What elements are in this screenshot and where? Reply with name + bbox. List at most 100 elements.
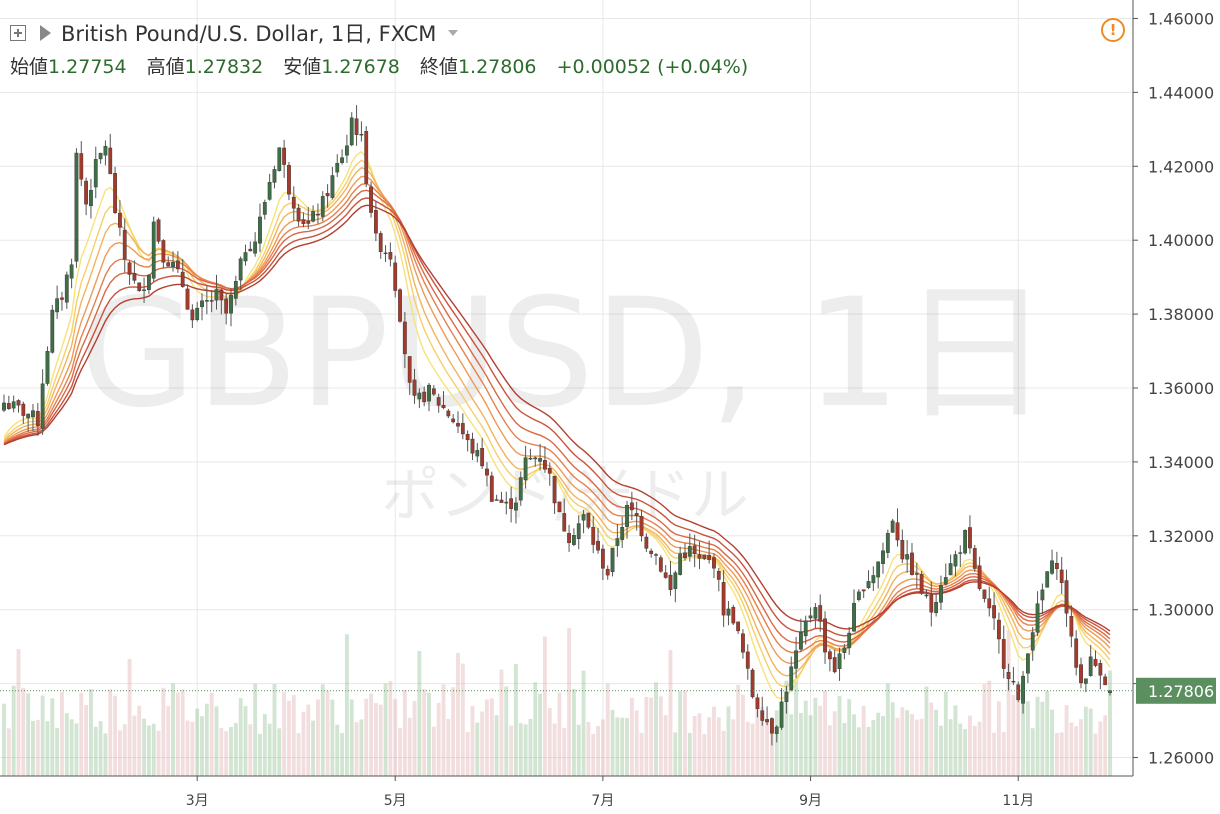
candle xyxy=(156,219,161,242)
candle xyxy=(629,502,634,511)
candle xyxy=(142,289,146,291)
volume-bar xyxy=(1069,722,1074,776)
ma-line xyxy=(3,189,1111,644)
candle xyxy=(64,274,69,303)
symbol-title: British Pound/U.S. Dollar, 1日, FXCM xyxy=(61,22,437,46)
candle xyxy=(11,401,16,409)
candle xyxy=(40,383,45,429)
chevron-down-icon[interactable] xyxy=(448,30,459,36)
volume-bar xyxy=(654,682,658,776)
candle xyxy=(683,552,687,559)
volume-bar xyxy=(451,687,456,776)
y-tick-label: 1.38000 xyxy=(1148,305,1214,324)
candle xyxy=(122,229,127,260)
volume-bar xyxy=(538,693,543,776)
y-tick-label: 1.32000 xyxy=(1148,527,1214,546)
volume-bar xyxy=(6,728,11,776)
volume-bar xyxy=(615,717,620,776)
volume-bar xyxy=(1103,715,1108,776)
volume-bar xyxy=(26,693,31,776)
symbol-header[interactable]: British Pound/U.S. Dollar, 1日, FXCM xyxy=(10,18,459,48)
low-value: 1.27678 xyxy=(321,56,400,78)
candle xyxy=(21,403,26,416)
candle xyxy=(335,162,340,173)
candle xyxy=(93,159,98,188)
candle xyxy=(147,274,151,291)
volume-bar xyxy=(977,721,982,776)
volume-bar xyxy=(330,699,335,776)
x-tick-label: 11月 xyxy=(1002,793,1034,809)
y-tick-label: 1.30000 xyxy=(1148,601,1214,620)
alert-icon[interactable]: ! xyxy=(1101,18,1125,42)
candle xyxy=(741,633,745,653)
volume-bar xyxy=(523,724,528,776)
candle xyxy=(364,131,369,184)
candle xyxy=(282,147,287,165)
volume-bar xyxy=(620,717,625,776)
candle xyxy=(692,545,697,554)
volume-bar xyxy=(301,711,306,776)
volume-bar xyxy=(359,719,364,776)
volume-bar xyxy=(784,680,789,776)
volume-bar xyxy=(427,692,431,776)
volume-bar xyxy=(610,709,615,776)
candle xyxy=(417,392,422,400)
x-tick-label: 5月 xyxy=(384,793,407,809)
candle xyxy=(557,501,562,513)
expand-icon[interactable] xyxy=(10,25,26,41)
candle xyxy=(581,514,586,521)
candle xyxy=(306,220,311,224)
candle xyxy=(103,146,108,156)
candle xyxy=(1001,639,1006,669)
candle xyxy=(489,475,494,502)
candle xyxy=(678,553,683,575)
volume-bar xyxy=(441,684,446,776)
candle xyxy=(939,585,943,603)
volume-bar xyxy=(1088,708,1093,776)
candle xyxy=(402,321,407,355)
y-tick-label: 1.42000 xyxy=(1148,157,1214,176)
candle xyxy=(765,719,769,723)
candle xyxy=(808,615,813,619)
volume-bar xyxy=(412,701,417,776)
candle xyxy=(480,448,485,467)
candle xyxy=(60,297,64,300)
volume-bar xyxy=(634,710,639,776)
candle xyxy=(852,602,856,632)
candle xyxy=(301,219,306,225)
volume-bar xyxy=(50,698,55,776)
volume-bar xyxy=(716,717,721,776)
volume-bar xyxy=(93,726,98,776)
candle xyxy=(924,594,929,597)
volume-bar xyxy=(233,722,238,776)
volume-bar xyxy=(856,727,861,776)
candle xyxy=(373,210,378,234)
candle xyxy=(687,546,692,557)
candle xyxy=(132,273,137,281)
candle xyxy=(543,460,547,470)
candle xyxy=(31,410,35,418)
volume-bar xyxy=(21,687,26,776)
volume-bar xyxy=(1098,721,1103,776)
candle xyxy=(388,252,393,260)
volume-bar xyxy=(2,703,6,776)
volume-bar xyxy=(16,649,21,776)
candle xyxy=(1011,680,1016,683)
candle xyxy=(605,568,610,576)
ma-line xyxy=(3,182,1111,654)
candle xyxy=(876,561,881,578)
volume-bar xyxy=(485,699,489,776)
candle xyxy=(1064,580,1069,614)
volume-bar xyxy=(175,692,180,776)
candle xyxy=(359,133,364,136)
candle xyxy=(393,262,398,291)
candle xyxy=(2,402,6,411)
volume-bar xyxy=(509,725,514,776)
volume-bar xyxy=(219,728,224,776)
candle xyxy=(890,520,895,533)
volume-bar xyxy=(562,728,567,776)
volume-bar xyxy=(1108,670,1112,776)
volume-bar xyxy=(465,732,470,776)
volume-bar xyxy=(837,696,842,776)
